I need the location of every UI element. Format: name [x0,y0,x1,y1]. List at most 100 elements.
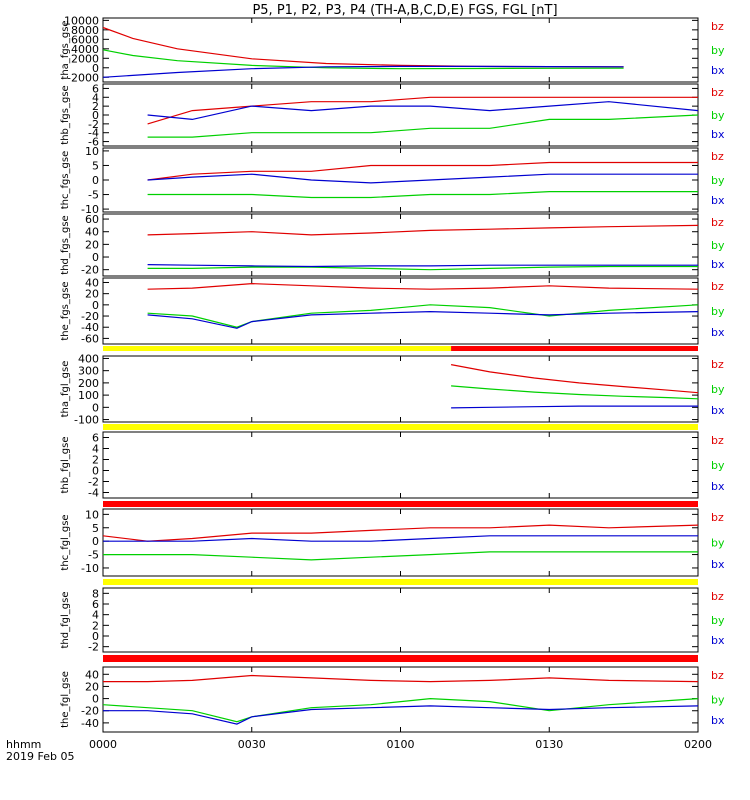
legend-bx: bx [711,258,725,271]
ytick-label: 20 [85,288,99,301]
ytick-label: 5 [92,159,99,172]
panel-thc_fgs: 105 0 -5-10 thc_fgs_gse bz by bx [60,145,725,216]
series-by-the_fgs [147,304,699,328]
ytick-label: 2 [92,100,99,113]
ytick-label: 10000 [64,14,99,27]
series-bz-the_fgl [103,674,699,683]
legend-bz: bz [711,590,724,603]
series-bz-thb_fgs [147,96,698,125]
ytick-label: -40 [81,321,99,334]
series-bx-the_fgl [103,705,699,725]
status-bar-yellow [103,579,698,585]
series-by-thd_fgs [147,265,698,271]
ytick-label: 8000 [71,24,99,37]
ytick-label: -20 [81,705,99,718]
series-bx-tha_fgs [102,65,624,78]
ytick-label: 300 [78,365,99,378]
plot-title: P5, P1, P2, P3, P4 (TH-A,B,C,D,E) FGS, F… [252,3,557,18]
status-bar-red [451,346,698,351]
ylabel-the_fgl: the_fgl_gse [60,671,71,728]
ytick-label: 2000 [71,52,99,65]
legend-by: by [711,174,725,187]
ylabel-the_fgs: the_fgs_gse [60,281,71,340]
series-by-the_fgl [102,697,699,723]
legend-bz: bz [711,20,724,33]
ytick-label: -4 [88,127,99,140]
series-bx-thc_fgl [103,535,698,542]
legend-bz: bz [711,434,724,447]
ytick-label: 2 [92,454,99,467]
ytick-label: 0 [92,693,99,706]
ytick-label: -6 [88,136,99,149]
ytick-label: 0 [92,299,99,312]
legend-bx: bx [711,404,725,417]
time-axis-label: hhmm [6,738,41,751]
ytick-label: -20 [81,310,99,323]
status-bars [103,346,698,662]
series-by-thb_fgs [147,114,699,138]
ylabel-thd_fgs: thd_fgs_gse [60,215,71,274]
ytick-label: -100 [74,414,99,427]
ytick-label: 20 [85,238,99,251]
legend-by: by [711,614,725,627]
ytick-label: 6 [92,432,99,445]
ytick-label: 60 [85,213,99,226]
ytick-label: 8 [92,587,99,600]
legend-bx: bx [711,480,725,493]
ytick-label: 4000 [71,43,99,56]
ytick-label: 6000 [71,33,99,46]
ytick-label: -2 [88,641,99,654]
legend-bx: bx [711,64,725,77]
legend-by: by [711,383,725,396]
legend-by: by [711,459,725,472]
legend-bz: bz [711,86,724,99]
series-bx-the_fgs [147,310,699,329]
series-bz-thc_fgs [147,161,698,181]
legend-by: by [711,239,725,252]
ytick-label: 0 [92,465,99,478]
ytick-label: -60 [81,332,99,345]
status-bar-yellow [103,424,698,430]
ylabel-tha_fgs: tha_fgs_gse [60,20,71,79]
legend-bx: bx [711,634,725,647]
ytick-label: 20 [85,680,99,693]
panel-frame [102,431,699,499]
legend-bz: bz [711,358,724,371]
series-bz-the_fgs [147,282,699,290]
ytick-label: 200 [78,377,99,390]
ylabel-thb_fgl: thb_fgl_gse [60,437,71,494]
panel-frame [102,17,699,83]
legend-by: by [711,109,725,122]
ytick-label: -10 [81,562,99,575]
legend-by: by [711,694,725,707]
legend-bz: bz [711,150,724,163]
ytick-label: 5 [92,522,99,535]
ytick-label: 10 [85,508,99,521]
time-axis: 0000 0030 0100 0130 0200 [89,738,712,751]
series-bz-tha_fgl [450,364,699,394]
legend-bz: bz [711,280,724,293]
ytick-label: -2000 [67,71,99,84]
ylabel-tha_fgl: tha_fgl_gse [60,361,71,418]
legend-by: by [711,537,725,550]
xtick-label: 0000 [89,738,117,751]
ytick-label: -10 [81,203,99,216]
panel-frame [102,508,699,577]
legend-bx: bx [711,326,725,339]
ytick-label: 100 [78,389,99,402]
ytick-label: 4 [92,609,99,622]
panel-frame [102,147,699,213]
ytick-label: -20 [81,264,99,277]
ytick-label: -2 [88,118,99,131]
ytick-label: 0 [92,630,99,643]
series-bx-tha_fgl [451,405,698,409]
